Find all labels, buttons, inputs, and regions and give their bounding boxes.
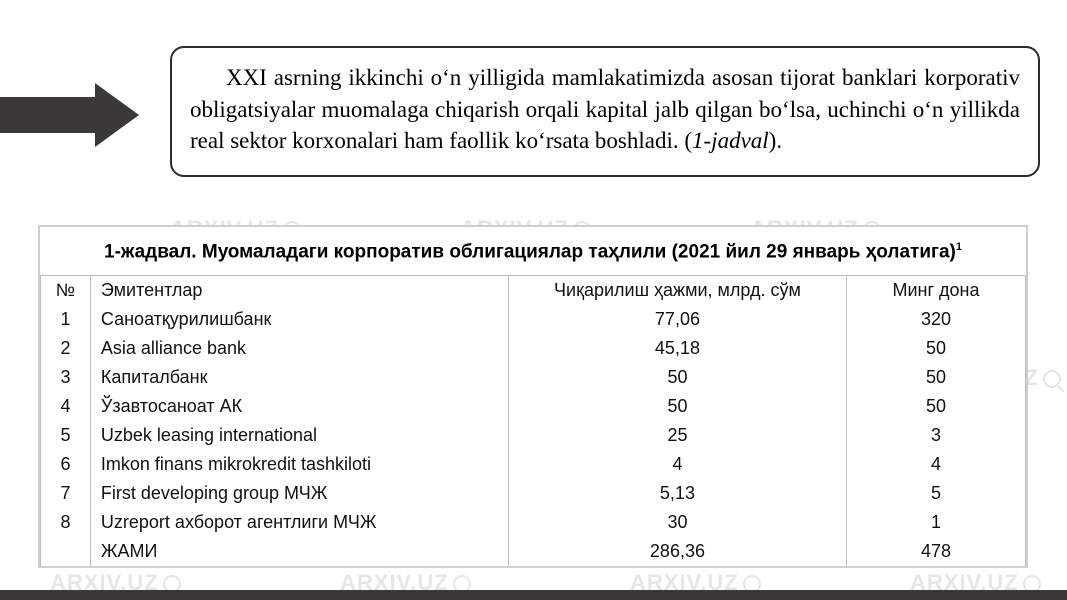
cell-name: Капиталбанк	[90, 363, 508, 392]
table-header-row: № Эмитентлар Чиқарилиш ҳажми, млрд. сўм …	[41, 276, 1026, 306]
cell-qty: 1	[846, 508, 1025, 537]
cell-qty: 4	[846, 450, 1025, 479]
table-title: 1-жадвал. Муомаладаги корпоратив облигац…	[40, 227, 1026, 275]
cell-name: Uzbek leasing international	[90, 421, 508, 450]
cell-name: Ўзавтосаноат АК	[90, 392, 508, 421]
footer-bar	[0, 590, 1067, 600]
cell-volume: 25	[508, 421, 846, 450]
cell-qty: 3	[846, 421, 1025, 450]
table-title-text: 1-жадвал. Муомаладаги корпоратив облигац…	[104, 241, 956, 262]
cell-qty: 50	[846, 334, 1025, 363]
cell-total-volume: 286,36	[508, 537, 846, 566]
col-header-name: Эмитентлар	[90, 276, 508, 306]
table-row: 5Uzbek leasing international253	[41, 421, 1026, 450]
intro-text-italic: 1-jadval	[692, 128, 769, 153]
table-title-sup: 1	[956, 241, 962, 253]
cell-total-qty: 478	[846, 537, 1025, 566]
cell-qty: 5	[846, 479, 1025, 508]
table-total-row: ЖАМИ286,36478	[41, 537, 1026, 566]
cell-volume: 50	[508, 392, 846, 421]
table-row: 4Ўзавтосаноат АК5050	[41, 392, 1026, 421]
cell-qty: 50	[846, 363, 1025, 392]
cell-num	[41, 537, 91, 566]
intro-text-after: ).	[769, 128, 782, 153]
cell-num: 6	[41, 450, 91, 479]
cell-volume: 4	[508, 450, 846, 479]
cell-name: Саноатқурилишбанк	[90, 305, 508, 334]
cell-qty: 320	[846, 305, 1025, 334]
cell-qty: 50	[846, 392, 1025, 421]
table-row: 2Asia alliance bank45,1850	[41, 334, 1026, 363]
intro-text-card: XXI asrning ikkinchi oʻn yilligida mamla…	[170, 46, 1040, 177]
cell-num: 2	[41, 334, 91, 363]
table-row: 1Саноатқурилишбанк77,06320	[41, 305, 1026, 334]
cell-num: 8	[41, 508, 91, 537]
cell-total-label: ЖАМИ	[90, 537, 508, 566]
col-header-volume: Чиқарилиш ҳажми, млрд. сўм	[508, 276, 846, 306]
cell-volume: 77,06	[508, 305, 846, 334]
data-table-card: 1-жадвал. Муомаладаги корпоратив облигац…	[38, 225, 1028, 568]
table-row: 8Uzreport ахборот агентлиги МЧЖ301	[41, 508, 1026, 537]
cell-num: 4	[41, 392, 91, 421]
intro-text-before: XXI asrning ikkinchi oʻn yilligida mamla…	[190, 65, 1020, 153]
col-header-qty: Минг дона	[846, 276, 1025, 306]
intro-paragraph: XXI asrning ikkinchi oʻn yilligida mamla…	[190, 62, 1020, 157]
cell-name: First developing group МЧЖ	[90, 479, 508, 508]
search-icon	[1043, 370, 1061, 388]
cell-name: Asia alliance bank	[90, 334, 508, 363]
table-row: 3Капиталбанк5050	[41, 363, 1026, 392]
cell-name: Imkon finans mikrokredit tashkiloti	[90, 450, 508, 479]
cell-num: 1	[41, 305, 91, 334]
col-header-num: №	[41, 276, 91, 306]
bond-table: № Эмитентлар Чиқарилиш ҳажми, млрд. сўм …	[40, 275, 1026, 566]
cell-num: 3	[41, 363, 91, 392]
cell-volume: 50	[508, 363, 846, 392]
cell-volume: 5,13	[508, 479, 846, 508]
cell-num: 5	[41, 421, 91, 450]
cell-num: 7	[41, 479, 91, 508]
cell-volume: 30	[508, 508, 846, 537]
table-row: 7First developing group МЧЖ5,135	[41, 479, 1026, 508]
table-row: 6Imkon finans mikrokredit tashkiloti44	[41, 450, 1026, 479]
cell-volume: 45,18	[508, 334, 846, 363]
cell-name: Uzreport ахборот агентлиги МЧЖ	[90, 508, 508, 537]
slide-arrow	[0, 85, 145, 145]
